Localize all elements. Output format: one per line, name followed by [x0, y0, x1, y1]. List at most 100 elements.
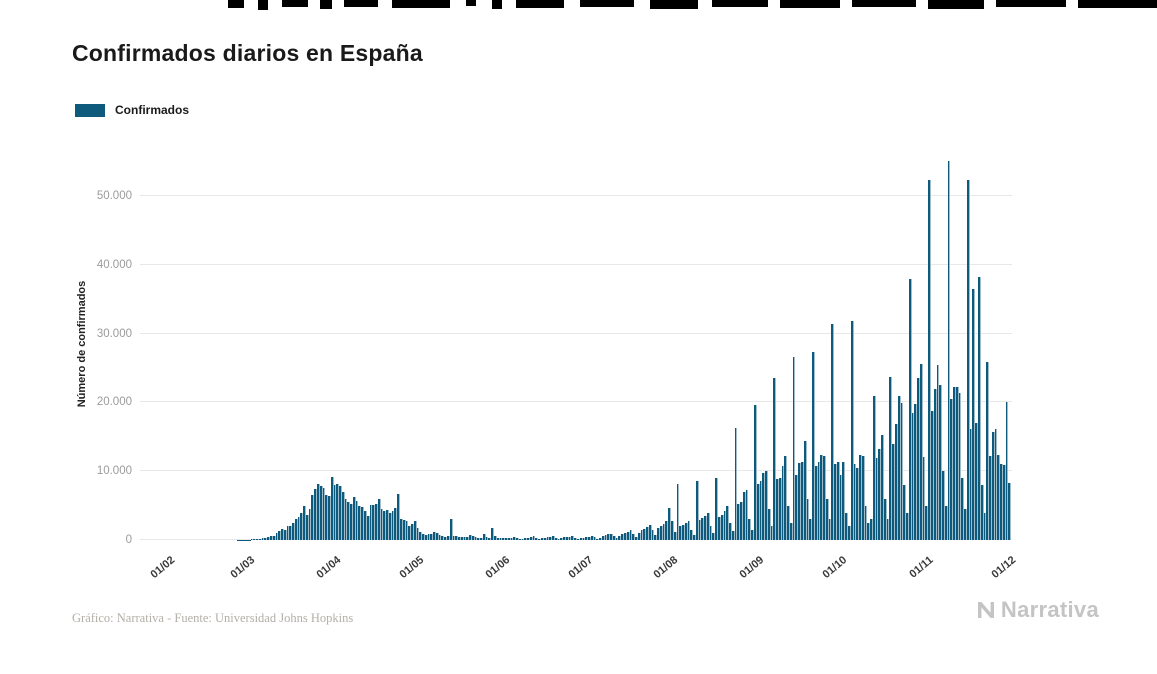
bar	[989, 456, 992, 540]
bar	[679, 526, 683, 540]
screenshot-artifact	[650, 0, 698, 9]
bar	[839, 475, 843, 540]
bar	[892, 444, 896, 540]
bar	[601, 535, 605, 540]
bar	[629, 530, 633, 540]
bar	[344, 498, 348, 540]
bar	[942, 471, 945, 540]
bar	[814, 465, 818, 540]
bar	[477, 537, 481, 540]
gridline	[140, 332, 1012, 334]
bar	[908, 278, 912, 540]
narrativa-n-icon	[977, 602, 994, 618]
bar	[386, 510, 389, 540]
screenshot-artifact	[928, 0, 984, 9]
bar	[535, 537, 539, 540]
bar	[917, 377, 920, 540]
gridline	[140, 401, 1012, 403]
bar	[471, 535, 475, 540]
y-tick-label: 30.000	[96, 327, 132, 340]
bar	[889, 377, 893, 540]
bar	[430, 533, 434, 540]
bar	[903, 484, 907, 540]
bar	[1000, 464, 1003, 540]
gridline	[140, 470, 1012, 472]
bar	[939, 385, 943, 540]
bar	[845, 512, 848, 540]
bar	[800, 462, 804, 540]
screenshot-artifact	[712, 0, 768, 7]
bar	[914, 403, 918, 540]
bar	[975, 423, 978, 540]
bar	[753, 405, 757, 540]
bar	[469, 535, 472, 540]
bar	[253, 539, 257, 540]
bar	[806, 498, 810, 540]
chart-title: Confirmados diarios en España	[72, 40, 423, 66]
bar	[499, 538, 503, 540]
bar	[665, 520, 669, 540]
bar	[958, 392, 962, 540]
bar	[518, 538, 522, 540]
bar	[261, 538, 265, 540]
bar	[532, 536, 536, 540]
bar	[394, 508, 398, 540]
bar	[853, 464, 857, 540]
bar	[397, 493, 400, 540]
bar	[507, 537, 511, 540]
bar	[756, 484, 760, 540]
bar	[571, 536, 575, 540]
legend: Confirmados	[75, 103, 189, 117]
bar	[364, 511, 367, 540]
bar	[698, 520, 702, 540]
bar	[751, 529, 754, 540]
screenshot-artifact	[852, 0, 916, 7]
bar	[322, 488, 326, 540]
bar	[925, 505, 929, 540]
bar	[502, 537, 506, 540]
bar	[734, 427, 738, 540]
bar	[803, 440, 807, 540]
screenshot-artifact	[282, 0, 308, 7]
bar	[474, 536, 478, 540]
bar	[684, 522, 688, 540]
bar	[878, 448, 882, 540]
bar	[997, 455, 1001, 540]
bar	[355, 500, 359, 540]
bar	[336, 484, 340, 540]
x-tick-label: 01/05	[397, 554, 426, 581]
bar	[352, 497, 356, 540]
bar	[657, 527, 660, 540]
bar	[643, 529, 647, 540]
bar	[632, 533, 636, 540]
bar	[339, 485, 342, 540]
bar	[380, 509, 384, 540]
bar	[565, 536, 569, 540]
plot-area	[140, 148, 1012, 540]
bar	[480, 538, 483, 540]
bar	[820, 455, 824, 540]
narrativa-wordmark: Narrativa	[1000, 597, 1099, 622]
bar	[529, 536, 533, 540]
bar	[557, 538, 561, 540]
bar	[549, 536, 553, 540]
bar	[560, 537, 564, 540]
bar	[731, 531, 735, 540]
bar	[388, 513, 392, 540]
bar	[867, 522, 871, 540]
bar	[983, 512, 987, 540]
bar	[543, 537, 547, 540]
bar	[626, 531, 630, 540]
bar	[311, 494, 315, 540]
bar	[377, 499, 381, 540]
bar	[870, 519, 873, 540]
y-tick-label: 40.000	[96, 258, 132, 271]
bar	[391, 511, 395, 540]
screenshot-artifact	[996, 0, 1066, 7]
bar	[823, 456, 826, 540]
bar	[1008, 482, 1012, 540]
bar	[449, 518, 453, 540]
bar	[272, 535, 276, 540]
bar	[319, 485, 323, 540]
bar	[574, 537, 577, 540]
